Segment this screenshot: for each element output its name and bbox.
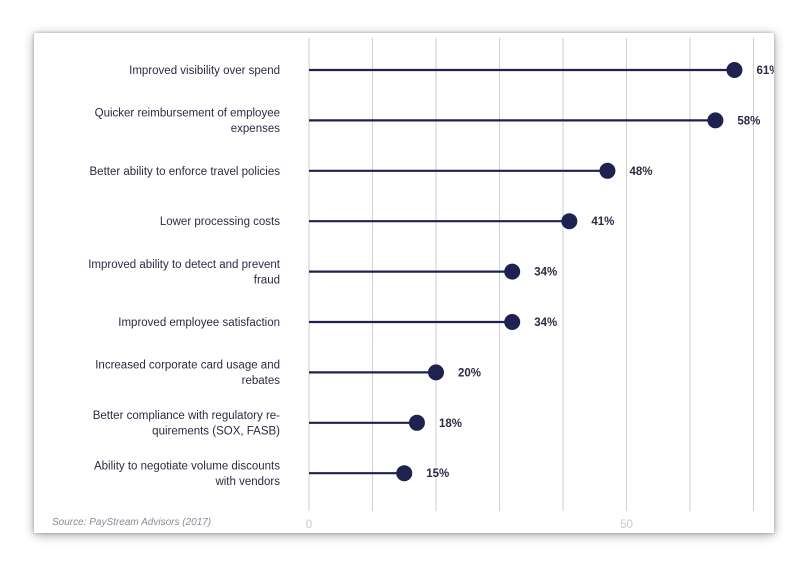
category-label: Better compliance with regulatory re-qui… bbox=[93, 410, 280, 438]
x-tick-label: 50 bbox=[620, 519, 633, 531]
category-label: Improved visibility over spend bbox=[129, 65, 280, 77]
lollipop-dot bbox=[396, 465, 413, 482]
data-label: 41% bbox=[591, 216, 614, 228]
category-label: Increased corporate card usage and rebate… bbox=[95, 360, 280, 388]
data-label: 15% bbox=[426, 468, 449, 480]
data-label: 58% bbox=[737, 115, 760, 127]
chart-card: Improved visibility over spend Quicker re… bbox=[34, 33, 774, 533]
category-label: Quicker reimbursement of employee expense… bbox=[95, 108, 281, 135]
lollipop-dot bbox=[561, 213, 578, 230]
data-label: 34% bbox=[534, 267, 557, 279]
category-label: Improved ability to detect and prevent fr… bbox=[88, 259, 281, 287]
lollipop-dot bbox=[504, 314, 521, 330]
source-note: Source: PayStream Advisors (2017) bbox=[52, 517, 211, 528]
data-label: 34% bbox=[534, 317, 557, 329]
category-label: Lower processing costs bbox=[160, 216, 280, 228]
lollipop-dot bbox=[504, 263, 521, 280]
lollipop-chart: Improved visibility over spend Quicker re… bbox=[52, 38, 774, 531]
data-label: 61% bbox=[756, 65, 774, 77]
category-label: Better ability to enforce travel policie… bbox=[90, 166, 281, 178]
category-label: Ability to negotiate volume discounts wit… bbox=[94, 460, 280, 488]
category-label: Improved employee satisfaction bbox=[118, 317, 280, 329]
lollipop-dot bbox=[599, 162, 616, 179]
data-label: 20% bbox=[458, 367, 481, 379]
lollipop-dot bbox=[707, 112, 724, 129]
lollipop-dot bbox=[408, 414, 425, 431]
x-tick-label: 0 bbox=[306, 519, 312, 531]
lollipop-dot bbox=[428, 364, 444, 381]
data-label: 18% bbox=[439, 418, 462, 430]
data-label: 48% bbox=[629, 166, 652, 178]
lollipop-dot bbox=[726, 62, 743, 78]
